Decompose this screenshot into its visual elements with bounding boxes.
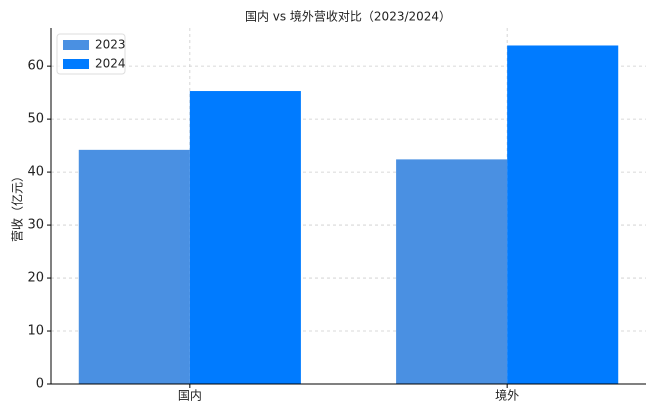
y-tick-label: 20 (27, 271, 44, 286)
y-tick-label: 10 (27, 324, 44, 339)
y-axis-label: 营收（亿元） (10, 170, 25, 242)
y-tick-label: 50 (27, 112, 44, 127)
x-tick-label: 国内 (178, 389, 202, 403)
bar (507, 45, 619, 384)
legend-swatch (63, 40, 89, 50)
legend-label: 2024 (95, 57, 126, 71)
y-tick-label: 30 (27, 218, 44, 233)
x-tick-label: 境外 (495, 388, 519, 403)
bar (396, 159, 508, 384)
bar (189, 91, 301, 385)
legend-label: 2023 (95, 38, 126, 52)
bar (78, 149, 190, 384)
y-tick-label: 60 (27, 59, 44, 74)
chart-title: 国内 vs 境外营收对比（2023/2024） (245, 9, 451, 24)
legend-swatch (63, 59, 89, 69)
y-tick-label: 0 (36, 377, 44, 392)
y-tick-label: 40 (27, 165, 44, 180)
